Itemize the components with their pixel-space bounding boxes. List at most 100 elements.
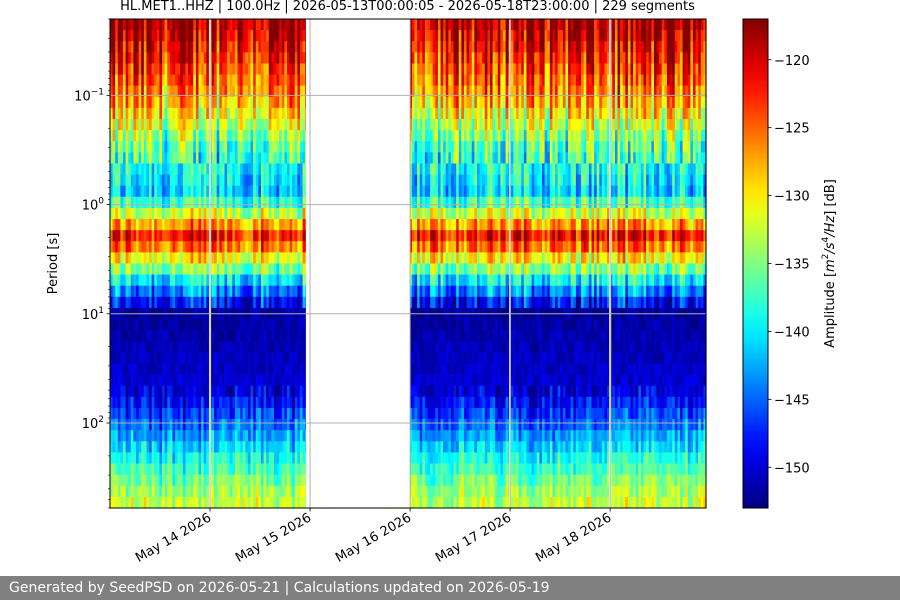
heatmap-cell <box>640 152 645 165</box>
heatmap-cell <box>682 52 686 65</box>
heatmap-cell <box>224 96 228 109</box>
heatmap-cell <box>588 174 593 187</box>
heatmap-cell <box>172 85 176 98</box>
heatmap-cell <box>664 74 668 87</box>
heatmap-cell <box>440 219 444 231</box>
heatmap-cell <box>529 219 533 231</box>
heatmap-cell <box>674 196 678 209</box>
heatmap-cell <box>253 252 257 265</box>
heatmap-cell <box>227 230 231 242</box>
heatmap-cell <box>281 130 285 142</box>
heatmap-cell <box>443 230 447 242</box>
heatmap-cell <box>555 174 559 187</box>
heatmap-cell <box>443 74 447 87</box>
heatmap-cell <box>474 230 478 242</box>
heatmap-cell <box>138 163 142 176</box>
heatmap-cell <box>495 74 499 87</box>
heatmap-cell <box>476 41 481 53</box>
heatmap-cell <box>479 152 483 165</box>
heatmap-cell <box>521 219 525 231</box>
heatmap-cell <box>247 230 252 242</box>
heatmap-cell <box>453 63 457 76</box>
heatmap-cell <box>130 163 135 176</box>
heatmap-cell <box>659 41 663 53</box>
heatmap-cell <box>664 141 668 153</box>
heatmap-cell <box>112 74 116 87</box>
heatmap-cell <box>237 152 241 165</box>
heatmap-cell <box>565 152 569 165</box>
heatmap-cell <box>432 74 436 87</box>
heatmap-cell <box>255 185 259 198</box>
heatmap-cell <box>128 196 132 209</box>
heatmap-cell <box>164 219 168 231</box>
heatmap-cell <box>703 196 707 209</box>
heatmap-cell <box>617 107 621 120</box>
heatmap-cell <box>513 63 517 76</box>
heatmap-cell <box>625 174 629 187</box>
heatmap-cell <box>440 130 444 142</box>
heatmap-cell <box>614 196 619 209</box>
heatmap-cell <box>128 152 132 165</box>
heatmap-cell <box>620 63 624 76</box>
heatmap-cell <box>630 85 634 98</box>
heatmap-cell <box>586 63 590 76</box>
heatmap-cell <box>523 196 528 209</box>
heatmap-cell <box>221 85 226 98</box>
heatmap-cell <box>112 230 116 242</box>
heatmap-cell <box>167 52 171 65</box>
heatmap-cell <box>659 74 663 87</box>
heatmap-cell <box>156 74 161 87</box>
heatmap-cell <box>286 207 291 220</box>
heatmap-cell <box>411 152 416 165</box>
heatmap-cell <box>643 241 647 253</box>
heatmap-cell <box>273 241 278 253</box>
heatmap-cell <box>547 30 551 42</box>
heatmap-cell <box>638 19 642 31</box>
heatmap-cell <box>286 152 291 165</box>
heatmap-cell <box>432 96 436 109</box>
heatmap-cell <box>492 41 496 53</box>
heatmap-cell <box>133 152 137 165</box>
heatmap-cell <box>526 107 530 120</box>
heatmap-cell <box>117 141 122 153</box>
heatmap-cell <box>596 174 600 187</box>
heatmap-cell <box>143 30 148 42</box>
heatmap-cell <box>479 230 483 242</box>
heatmap-cell <box>271 52 275 65</box>
heatmap-cell <box>466 163 470 176</box>
heatmap-cell <box>133 107 137 120</box>
heatmap-cell <box>539 174 543 187</box>
heatmap-cell <box>266 41 270 53</box>
heatmap-cell <box>591 119 595 131</box>
heatmap-cell <box>487 41 491 53</box>
heatmap-cell <box>260 207 265 220</box>
heatmap-cell <box>123 96 127 109</box>
heatmap-cell <box>424 119 429 131</box>
heatmap-cell <box>536 185 541 198</box>
heatmap-cell <box>534 174 538 187</box>
heatmap-cell <box>479 130 483 142</box>
heatmap-cell <box>469 241 473 253</box>
heatmap-cell <box>685 19 689 31</box>
heatmap-cell <box>279 41 283 53</box>
heatmap-cell <box>201 219 205 231</box>
heatmap-cell <box>159 219 163 231</box>
heatmap-cell <box>648 141 652 153</box>
heatmap-cell <box>195 207 200 220</box>
heatmap-cell <box>516 107 520 120</box>
heatmap-cell <box>297 196 301 209</box>
heatmap-cell <box>302 230 306 242</box>
heatmap-cell <box>263 185 267 198</box>
heatmap-cell <box>536 219 541 231</box>
heatmap-cell <box>227 119 231 131</box>
heatmap-cell <box>516 207 520 220</box>
heatmap-cell <box>440 119 444 131</box>
heatmap-cell <box>198 52 202 65</box>
heatmap-cell <box>622 119 626 131</box>
heatmap-cell <box>164 230 168 242</box>
heatmap-cell <box>513 85 517 98</box>
heatmap-cell <box>601 19 606 31</box>
heatmap-cell <box>625 107 629 120</box>
heatmap-cell <box>445 152 449 165</box>
heatmap-cell <box>263 141 267 153</box>
